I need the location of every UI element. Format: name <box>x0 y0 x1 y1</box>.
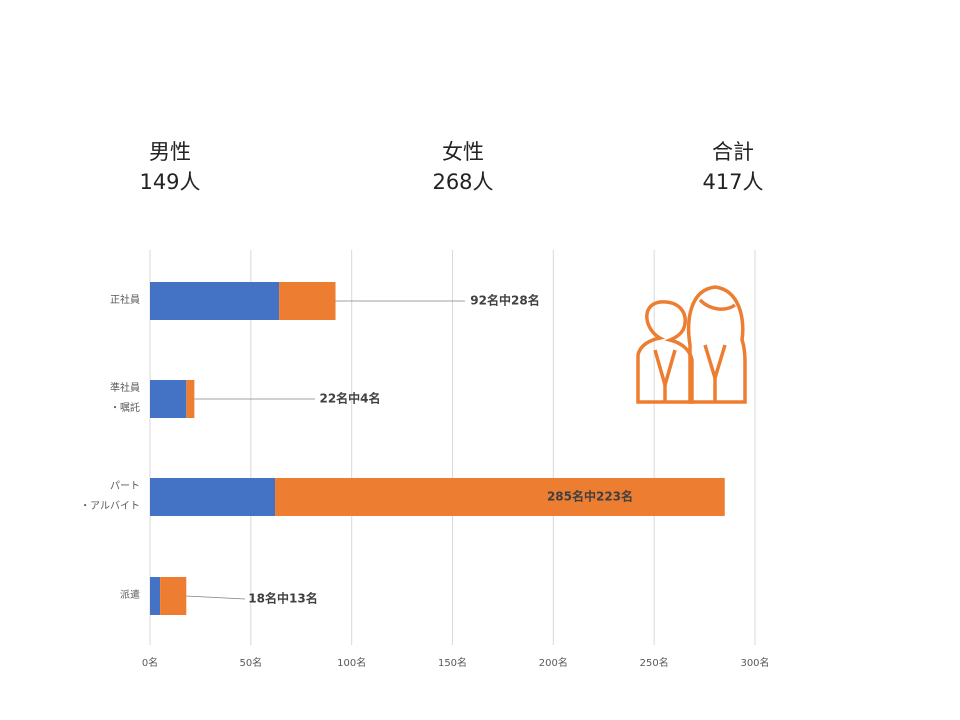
bar-segment <box>150 380 187 418</box>
x-tick-label: 150名 <box>438 656 467 669</box>
x-tick-label: 100名 <box>337 656 366 669</box>
data-label: 285名中223名 <box>547 489 633 504</box>
leader-line <box>186 595 246 600</box>
data-label: 22名中4名 <box>319 391 380 406</box>
bar-segment <box>150 577 161 615</box>
bar-segment <box>160 577 187 615</box>
category-label: 正社員 <box>110 295 140 306</box>
summary-label: 男性 <box>149 140 191 164</box>
bar-segment <box>150 478 276 516</box>
people-icon <box>636 285 747 404</box>
summary-label: 合計 <box>712 140 754 164</box>
x-tick-label: 250名 <box>640 656 669 669</box>
category-label: 準社員 ・嘱託 <box>110 383 140 414</box>
bar-segment <box>150 282 280 320</box>
data-label: 18名中13名 <box>248 591 317 606</box>
summary-value: 149人 <box>139 170 201 194</box>
summary-value: 417人 <box>702 170 764 194</box>
bar-segment <box>275 478 725 516</box>
bar-segment <box>279 282 336 320</box>
x-tick-label: 50名 <box>239 656 262 669</box>
data-label: 92名中28名 <box>470 293 539 308</box>
category-label: パート ・アルバイト <box>80 481 140 512</box>
summary-label: 女性 <box>442 140 484 164</box>
bar-segment <box>186 380 195 418</box>
x-tick-label: 200名 <box>539 656 568 669</box>
x-tick-label: 300名 <box>740 656 769 669</box>
category-label: 派遣 <box>120 590 140 601</box>
summary-value: 268人 <box>432 170 494 194</box>
x-tick-label: 0名 <box>142 656 158 669</box>
